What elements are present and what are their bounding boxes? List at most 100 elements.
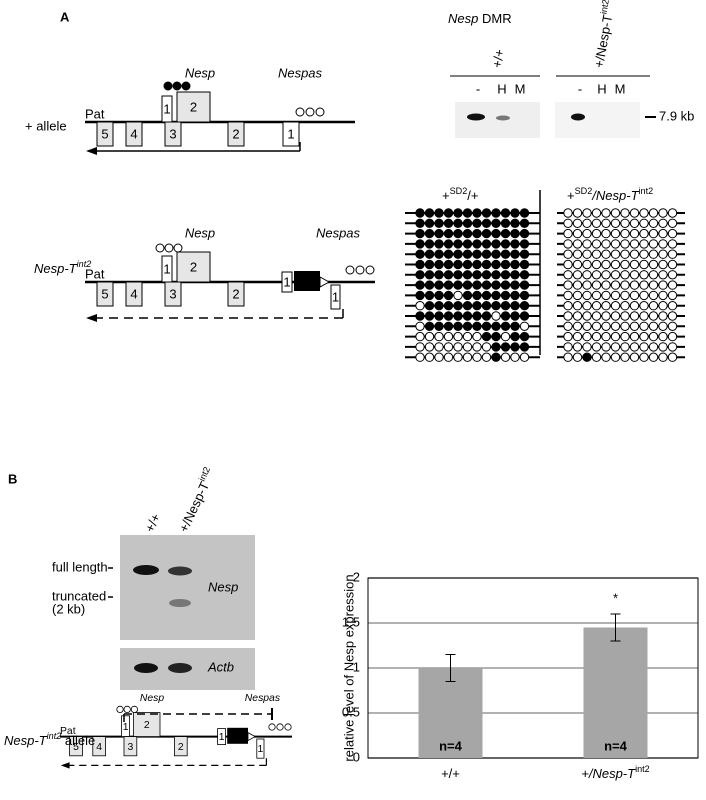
cpg: [563, 270, 573, 280]
cpg: [491, 270, 501, 280]
cpg: [610, 352, 621, 362]
cpg: [453, 301, 463, 311]
gel-title-part: DMR: [478, 11, 511, 26]
cpg: [601, 249, 611, 259]
exon-label: 1: [123, 722, 129, 733]
cpg: [648, 208, 659, 218]
bar-label: n=4: [439, 738, 463, 753]
allele-label-part: allele: [61, 733, 95, 748]
cpg: [648, 352, 659, 362]
cpg: [510, 342, 520, 352]
cpg: [500, 290, 511, 301]
cpg: [620, 270, 630, 280]
cpg: [491, 259, 501, 270]
band: [134, 663, 158, 673]
cpg: [629, 249, 640, 259]
cpg: [610, 218, 621, 229]
cpg: [591, 331, 602, 342]
methyl-dot: [164, 243, 174, 253]
cpg: [453, 218, 463, 229]
cpg: [629, 208, 640, 218]
cpg: [472, 290, 482, 301]
methyl-dot: [155, 243, 165, 253]
cpg: [519, 208, 530, 218]
cpg: [610, 342, 621, 352]
cpg: [443, 342, 454, 352]
cpg: [620, 352, 630, 362]
cpg: [582, 352, 592, 362]
cpg: [591, 259, 602, 270]
cpg: [472, 342, 482, 352]
cpg: [658, 239, 668, 249]
cpg: [601, 218, 611, 229]
cpg: [658, 280, 668, 290]
methyl-dot: [123, 705, 131, 714]
cpg: [648, 249, 659, 259]
cpg: [658, 321, 668, 331]
cpg: [563, 290, 573, 301]
cpg: [601, 208, 611, 218]
bisulfite-title-part: +: [567, 188, 575, 203]
cpg: [610, 321, 621, 331]
cpg: [519, 331, 530, 342]
cpg: [415, 270, 425, 280]
lane-label: -: [578, 81, 582, 96]
cpg: [491, 321, 501, 331]
bisulfite-title: +SD2/+: [442, 186, 479, 203]
cpg: [453, 352, 463, 362]
cpg: [591, 218, 602, 229]
y-tick-label: 1.5: [342, 614, 360, 629]
cpg: [667, 218, 678, 229]
cpg: [563, 228, 573, 239]
cpg: [582, 290, 592, 301]
cpg: [591, 321, 602, 331]
cpg: [620, 342, 630, 352]
cpg: [572, 301, 583, 311]
cpg: [639, 239, 649, 249]
cpg: [415, 290, 425, 301]
exon-label: 2: [144, 720, 150, 731]
loxp: [319, 276, 331, 288]
cpg: [582, 208, 592, 218]
cpg: [639, 270, 649, 280]
cpg: [658, 208, 668, 218]
cpg: [582, 301, 592, 311]
bisulfite-title-part: SD2: [575, 186, 593, 196]
exon-label: 5: [73, 742, 79, 753]
allele-label-part: Nesp-T: [4, 733, 48, 748]
cpg: [424, 280, 435, 290]
exon: [125, 121, 143, 147]
cpg: [434, 290, 444, 301]
gene-label: Nesp: [140, 693, 164, 704]
gel-title-part: Nesp: [448, 11, 478, 26]
y-axis-label: relative level of Nesp expression: [341, 574, 356, 761]
bisulfite-title-part: int2: [639, 186, 654, 196]
cpg: [601, 352, 611, 362]
cpg: [572, 218, 583, 229]
cpg: [563, 342, 573, 352]
cpg: [481, 301, 492, 311]
cpg: [443, 218, 454, 229]
cpg: [472, 239, 482, 249]
gene-label: Nespas: [278, 65, 323, 80]
cpg: [453, 311, 463, 321]
cpg: [500, 342, 511, 352]
methyl-dot: [365, 265, 375, 275]
y-tick-label: 2: [353, 569, 360, 584]
cpg: [601, 239, 611, 249]
cpg: [500, 270, 511, 280]
cpg: [563, 311, 573, 321]
cpg: [415, 311, 425, 321]
cpg: [500, 259, 511, 270]
cpg: [434, 259, 444, 270]
cpg: [572, 290, 583, 301]
cpg: [462, 290, 473, 301]
polya-label: pA: [231, 731, 245, 742]
cpg: [500, 321, 511, 331]
cpg: [582, 280, 592, 290]
cpg: [667, 311, 678, 321]
exon: [176, 91, 211, 123]
marker-label: truncated: [52, 588, 106, 603]
allele-label-part: int2: [47, 731, 62, 741]
x-tick-label-part: int2: [635, 764, 650, 774]
